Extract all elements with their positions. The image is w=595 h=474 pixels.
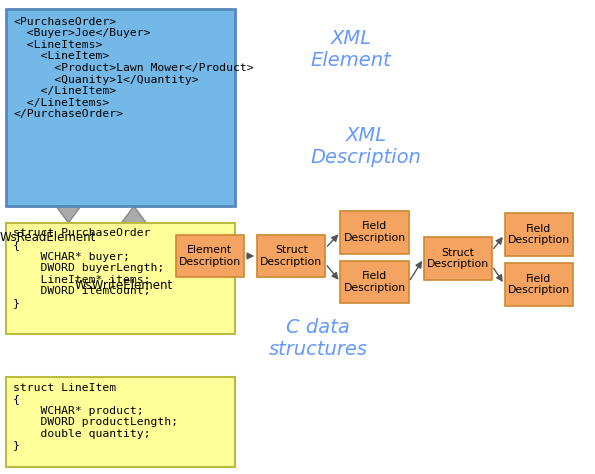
Text: Struct
Description: Struct Description — [260, 245, 322, 267]
FancyBboxPatch shape — [6, 223, 235, 334]
FancyBboxPatch shape — [505, 213, 573, 256]
Text: Struct
Description: Struct Description — [427, 247, 489, 269]
Text: Field
Description: Field Description — [508, 273, 570, 295]
Polygon shape — [115, 206, 154, 232]
FancyBboxPatch shape — [340, 211, 409, 254]
Polygon shape — [49, 197, 88, 223]
FancyBboxPatch shape — [6, 377, 235, 467]
FancyBboxPatch shape — [505, 263, 573, 306]
FancyBboxPatch shape — [424, 237, 492, 280]
Text: Field
Description: Field Description — [508, 224, 570, 246]
Text: Field
Description: Field Description — [343, 221, 406, 243]
Text: WsReadElement: WsReadElement — [0, 231, 96, 245]
Text: XML
Element: XML Element — [311, 29, 392, 70]
Text: struct LineItem
{
    WCHAR* product;
    DWORD productLength;
    double quanti: struct LineItem { WCHAR* product; DWORD … — [13, 383, 178, 450]
Text: WsWriteElement: WsWriteElement — [74, 279, 173, 292]
FancyBboxPatch shape — [176, 235, 244, 277]
FancyBboxPatch shape — [6, 9, 235, 206]
Text: C data
structures: C data structures — [269, 319, 368, 359]
Text: Field
Description: Field Description — [343, 271, 406, 293]
Text: <PurchaseOrder>
  <Buyer>Joe</Buyer>
  <LineItems>
    <LineItem>
      <Product: <PurchaseOrder> <Buyer>Joe</Buyer> <Line… — [13, 17, 253, 119]
Text: struct PurchaseOrder
{
    WCHAR* buyer;
    DWORD buyerLength;
    LineItem* it: struct PurchaseOrder { WCHAR* buyer; DWO… — [13, 228, 164, 308]
Text: Element
Description: Element Description — [178, 245, 241, 267]
FancyBboxPatch shape — [340, 261, 409, 303]
Text: XML
Description: XML Description — [311, 127, 421, 167]
FancyBboxPatch shape — [257, 235, 325, 277]
